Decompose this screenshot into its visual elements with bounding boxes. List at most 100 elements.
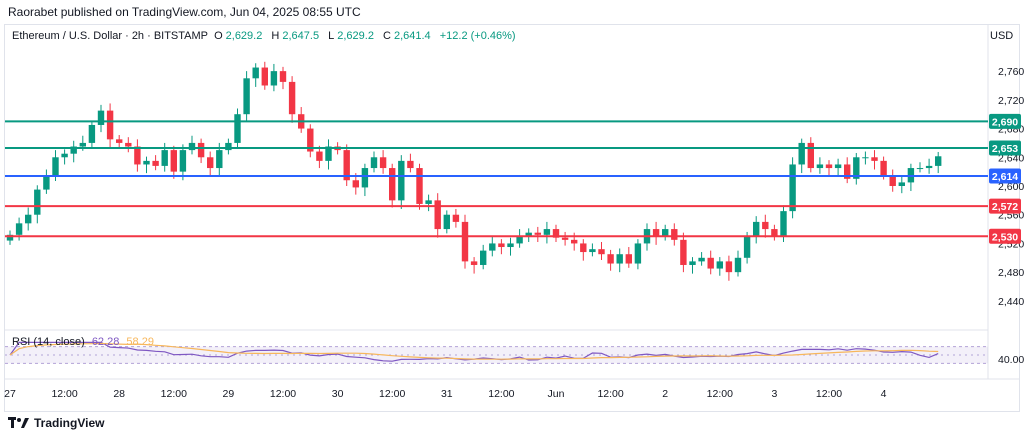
candle-body[interactable] <box>707 257 714 269</box>
candle-body[interactable] <box>871 157 878 161</box>
candle-body[interactable] <box>816 164 824 169</box>
candle-body[interactable] <box>234 114 241 143</box>
candle-body[interactable] <box>853 157 860 179</box>
candle-body[interactable] <box>671 229 678 240</box>
candle-body[interactable] <box>680 239 687 265</box>
candle-body[interactable] <box>416 168 423 204</box>
candle-body[interactable] <box>197 142 205 158</box>
candle-body[interactable] <box>325 146 332 161</box>
candle-body[interactable] <box>634 243 642 264</box>
candle-body[interactable] <box>698 257 705 262</box>
candle-body[interactable] <box>125 142 132 147</box>
candle-body[interactable] <box>452 214 460 222</box>
candle-body[interactable] <box>361 168 369 188</box>
candle-body[interactable] <box>498 243 505 248</box>
candle-body[interactable] <box>370 157 378 169</box>
candle-body[interactable] <box>552 229 560 238</box>
candle-body[interactable] <box>379 157 387 169</box>
candle-body[interactable] <box>116 139 123 143</box>
candle-body[interactable] <box>343 150 350 181</box>
candle-body[interactable] <box>52 157 59 176</box>
candle-body[interactable] <box>143 160 150 165</box>
currency-label[interactable]: USD <box>990 30 1014 42</box>
candle-body[interactable] <box>188 142 196 151</box>
candle-body[interactable] <box>789 164 796 212</box>
candle-body[interactable] <box>489 243 496 251</box>
candle-body[interactable] <box>571 239 578 244</box>
candle-body[interactable] <box>716 261 723 269</box>
candle-body[interactable] <box>543 229 551 235</box>
candle-body[interactable] <box>925 165 933 169</box>
candle-body[interactable] <box>352 180 359 188</box>
candle-body[interactable] <box>288 81 296 115</box>
candle-body[interactable] <box>889 175 896 186</box>
candle-body[interactable] <box>25 214 32 224</box>
candle-body[interactable] <box>15 223 23 235</box>
candle-body[interactable] <box>398 160 405 201</box>
candle-body[interactable] <box>525 232 532 237</box>
candle-body[interactable] <box>652 229 660 237</box>
candle-body[interactable] <box>97 110 105 125</box>
candle-body[interactable] <box>134 146 141 165</box>
candle-body[interactable] <box>689 261 696 265</box>
candle-body[interactable] <box>862 157 869 159</box>
candle-body[interactable] <box>443 214 450 230</box>
candle-body[interactable] <box>734 257 742 273</box>
candle-body[interactable] <box>753 221 760 237</box>
candle-body[interactable] <box>170 150 177 172</box>
candle-body[interactable] <box>935 156 942 166</box>
candle-body[interactable] <box>389 168 396 201</box>
candle-body[interactable] <box>270 71 278 86</box>
candle-body[interactable] <box>480 250 487 265</box>
candle-body[interactable] <box>598 249 605 255</box>
tradingview-brand[interactable]: TradingView <box>8 414 104 432</box>
candle-body[interactable] <box>461 221 469 262</box>
candle-body[interactable] <box>79 142 86 147</box>
candle-body[interactable] <box>252 67 259 79</box>
candle-body[interactable] <box>516 236 523 244</box>
symbol-name[interactable]: Ethereum / U.S. Dollar · 2h · BITSTAMP <box>12 30 209 42</box>
candle-body[interactable] <box>916 168 924 170</box>
candle-body[interactable] <box>43 175 50 190</box>
candle-body[interactable] <box>179 150 187 172</box>
rsi-legend[interactable]: RSI (14, close) 62.28 58.29 <box>12 336 154 348</box>
candle-body[interactable] <box>534 232 541 235</box>
candle-body[interactable] <box>589 249 596 253</box>
candle-body[interactable] <box>880 160 887 176</box>
candle-body[interactable] <box>425 200 432 204</box>
symbol-legend[interactable]: Ethereum / U.S. Dollar · 2h · BITSTAMP O… <box>12 28 522 44</box>
candle-body[interactable] <box>216 150 223 169</box>
rsi-ma-line[interactable] <box>9 342 939 360</box>
candle-body[interactable] <box>470 261 478 265</box>
candle-body[interactable] <box>34 189 41 215</box>
candle-body[interactable] <box>70 146 77 154</box>
candle-body[interactable] <box>307 128 314 152</box>
candle-body[interactable] <box>106 110 114 140</box>
candle-body[interactable] <box>507 243 514 248</box>
candle-body[interactable] <box>898 182 905 186</box>
candle-body[interactable] <box>825 164 833 169</box>
candle-body[interactable] <box>580 243 587 253</box>
candle-body[interactable] <box>780 211 787 237</box>
candle-body[interactable] <box>743 236 751 258</box>
candle-body[interactable] <box>161 150 168 166</box>
candle-body[interactable] <box>279 71 287 82</box>
candle-body[interactable] <box>607 254 614 264</box>
candle-body[interactable] <box>771 229 778 237</box>
candle-body[interactable] <box>625 254 632 264</box>
candle-body[interactable] <box>798 142 805 165</box>
candle-body[interactable] <box>6 234 14 241</box>
candle-body[interactable] <box>88 124 96 143</box>
candle-body[interactable] <box>207 157 214 169</box>
candle-body[interactable] <box>844 164 851 179</box>
candle-body[interactable] <box>243 78 250 115</box>
candle-body[interactable] <box>807 142 814 169</box>
candle-body[interactable] <box>225 142 232 151</box>
candle-body[interactable] <box>616 254 623 264</box>
candle-body[interactable] <box>561 237 569 240</box>
candle-body[interactable] <box>261 67 268 86</box>
candle-body[interactable] <box>316 151 323 161</box>
candle-body[interactable] <box>662 229 669 237</box>
candle-body[interactable] <box>762 221 769 230</box>
